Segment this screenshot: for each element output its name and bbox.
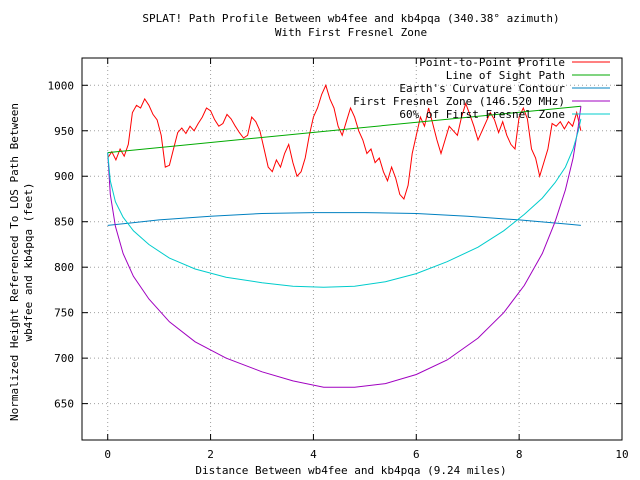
legend-label-0: Point-to-Point Profile bbox=[419, 56, 565, 69]
x-axis-label: Distance Between wb4fee and kb4pqa (9.24… bbox=[195, 464, 506, 477]
legend-label-4: 60% of First Fresnel Zone bbox=[399, 108, 565, 121]
x-tick-label: 0 bbox=[104, 448, 111, 461]
legend-label-2: Earth's Curvature Contour bbox=[399, 82, 565, 95]
legend-label-1: Line of Sight Path bbox=[446, 69, 565, 82]
x-tick-label: 4 bbox=[310, 448, 317, 461]
y-tick-label: 700 bbox=[54, 352, 74, 365]
y-tick-label: 850 bbox=[54, 216, 74, 229]
chart-title: SPLAT! Path Profile Between wb4fee and k… bbox=[142, 12, 559, 25]
legend-label-3: First Fresnel Zone (146.520 MHz) bbox=[353, 95, 565, 108]
series-line-3 bbox=[107, 106, 582, 388]
y-axis-label-line2: wb4fee and kb4pqa (feet) bbox=[22, 183, 35, 342]
y-tick-label: 800 bbox=[54, 261, 74, 274]
chart-subtitle: With First Fresnel Zone bbox=[275, 26, 427, 39]
x-tick-label: 10 bbox=[615, 448, 628, 461]
y-tick-label: 1000 bbox=[48, 79, 75, 92]
series-line-0 bbox=[107, 83, 582, 200]
series bbox=[107, 83, 582, 388]
plot-frame bbox=[81, 57, 623, 441]
y-tick-label: 650 bbox=[54, 398, 74, 411]
y-tick-label: 750 bbox=[54, 307, 74, 320]
x-tick-label: 6 bbox=[413, 448, 420, 461]
series-line-1 bbox=[107, 105, 581, 154]
x-tick-label: 8 bbox=[516, 448, 523, 461]
y-tick-label: 900 bbox=[54, 170, 74, 183]
series-line-2 bbox=[107, 212, 581, 226]
x-tick-label: 2 bbox=[207, 448, 214, 461]
y-axis-label-line1: Normalized Height Referenced To LOS Path… bbox=[8, 103, 21, 421]
ticks: 0 2 4 6 8 10 650 700 750 800 850 900 950 1000 bbox=[48, 58, 629, 461]
y-tick-label: 950 bbox=[54, 125, 74, 138]
series-line-4 bbox=[107, 118, 582, 288]
